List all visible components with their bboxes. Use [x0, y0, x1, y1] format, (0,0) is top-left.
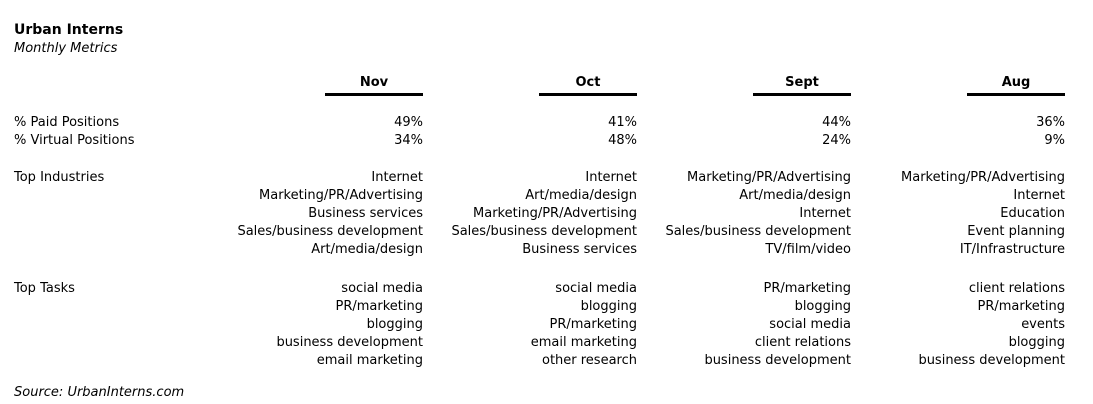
report-subtitle: Monthly Metrics: [14, 41, 118, 56]
column-header-oct: Oct: [539, 75, 637, 96]
top-tasks-row: Top Tasks social media social media PR/m…: [14, 278, 1065, 296]
industry-item: Art/media/design: [739, 188, 851, 203]
paid-positions-oct: 41%: [608, 115, 637, 130]
task-item: email marketing: [530, 335, 637, 350]
industry-item: IT/Infrastructure: [959, 242, 1065, 257]
task-item: PR/marketing: [763, 281, 852, 296]
virtual-positions-oct: 48%: [608, 133, 637, 148]
virtual-positions-nov: 34%: [394, 133, 423, 148]
task-item: email marketing: [316, 353, 423, 368]
row-label-virtual-positions: % Virtual Positions: [14, 133, 135, 148]
task-item: social media: [769, 317, 851, 332]
task-item: social media: [555, 281, 637, 296]
metrics-table: Nov Oct Sept Aug % Paid Positions 49% 41…: [14, 75, 1065, 368]
source-attribution: Source: UrbanInterns.com: [14, 385, 185, 400]
header-empty-cell: [14, 75, 214, 96]
task-item: business development: [918, 353, 1065, 368]
industry-item: Business services: [522, 242, 637, 257]
industry-item: TV/film/video: [765, 242, 851, 257]
industry-item: Marketing/PR/Advertising: [259, 188, 423, 203]
industry-item: Internet: [799, 206, 851, 221]
virtual-positions-row: % Virtual Positions 34% 48% 24% 9%: [14, 130, 1065, 148]
top-industries-row: Art/media/design Business services TV/fi…: [14, 239, 1065, 257]
task-item: blogging: [580, 299, 637, 314]
virtual-positions-aug: 9%: [1044, 133, 1065, 148]
paid-positions-row: % Paid Positions 49% 41% 44% 36%: [14, 112, 1065, 130]
spacer-row: [14, 96, 1065, 112]
top-tasks-row: email marketing other research business …: [14, 350, 1065, 368]
industry-item: Sales/business development: [237, 224, 423, 239]
task-item: business development: [276, 335, 423, 350]
industry-item: Internet: [1013, 188, 1065, 203]
paid-positions-sept: 44%: [822, 115, 851, 130]
task-item: social media: [341, 281, 423, 296]
top-industries-row: Business services Marketing/PR/Advertisi…: [14, 203, 1065, 221]
industry-item: Business services: [308, 206, 423, 221]
industry-item: Sales/business development: [665, 224, 851, 239]
industry-item: Internet: [371, 170, 423, 185]
row-label-top-industries: Top Industries: [14, 170, 105, 185]
report-title: Urban Interns: [14, 22, 124, 38]
top-tasks-row: business development email marketing cli…: [14, 332, 1065, 350]
industry-item: Marketing/PR/Advertising: [473, 206, 637, 221]
top-tasks-row: PR/marketing blogging blogging PR/market…: [14, 296, 1066, 314]
top-industries-row: Top Industries Internet Internet Marketi…: [14, 167, 1065, 185]
virtual-positions-sept: 24%: [822, 133, 851, 148]
top-tasks-row: blogging PR/marketing social media event…: [14, 314, 1065, 332]
row-label-top-tasks: Top Tasks: [14, 281, 75, 296]
top-industries-row: Marketing/PR/Advertising Art/media/desig…: [14, 185, 1065, 203]
header-row: Nov Oct Sept Aug: [14, 75, 1065, 96]
spacer-row: [14, 148, 1065, 167]
task-item: business development: [704, 353, 851, 368]
task-item: PR/marketing: [977, 299, 1066, 314]
task-item: PR/marketing: [549, 317, 638, 332]
task-item: client relations: [754, 335, 851, 350]
task-item: PR/marketing: [335, 299, 424, 314]
paid-positions-nov: 49%: [394, 115, 423, 130]
industry-item: Education: [1000, 206, 1065, 221]
industry-item: Art/media/design: [525, 188, 637, 203]
industry-item: Internet: [585, 170, 637, 185]
industry-item: Marketing/PR/Advertising: [901, 170, 1065, 185]
industry-item: Art/media/design: [311, 242, 423, 257]
task-item: client relations: [968, 281, 1065, 296]
row-label-paid-positions: % Paid Positions: [14, 115, 120, 130]
column-header-aug: Aug: [967, 75, 1065, 96]
task-item: other research: [541, 353, 637, 368]
industry-item: Event planning: [967, 224, 1065, 239]
task-item: events: [1021, 317, 1065, 332]
task-item: blogging: [366, 317, 423, 332]
task-item: blogging: [794, 299, 851, 314]
column-header-sept: Sept: [753, 75, 851, 96]
column-header-nov: Nov: [325, 75, 423, 96]
spacer-row: [14, 257, 1065, 278]
top-industries-row: Sales/business development Sales/busines…: [14, 221, 1065, 239]
industry-item: Marketing/PR/Advertising: [687, 170, 851, 185]
paid-positions-aug: 36%: [1036, 115, 1065, 130]
industry-item: Sales/business development: [451, 224, 637, 239]
task-item: blogging: [1008, 335, 1065, 350]
